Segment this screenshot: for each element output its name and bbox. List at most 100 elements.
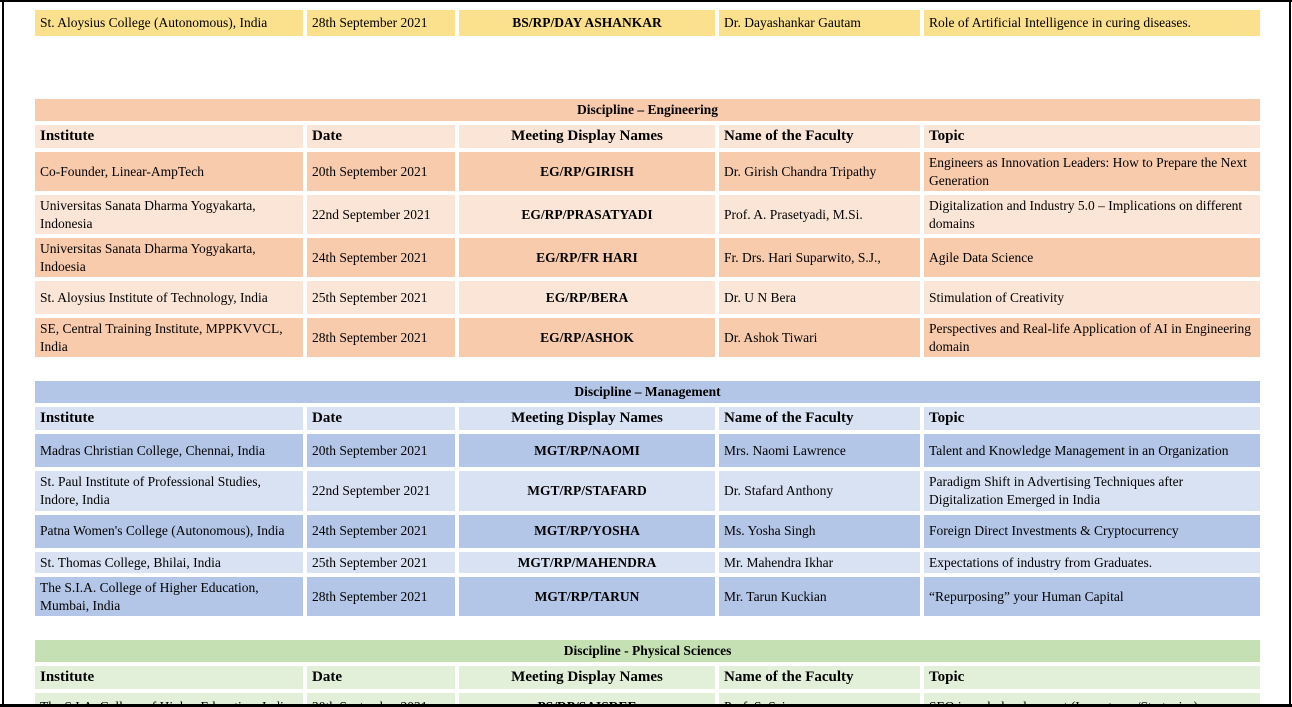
date-cell: 24th September 2021 [305,512,457,550]
discipline-table-management: Discipline – Management Institute Date Meet… [33,379,1263,619]
table-row: St. Thomas College, Bhilai, India 25th Se… [33,549,1263,576]
table-row: St. Aloysius Institute of Technology, In… [33,279,1263,317]
section-title-row: Discipline - Physical Sciences [33,638,1263,664]
meeting-cell: BS/RP/DAY ASHANKAR [457,8,717,38]
column-header-row: Institute Date Meeting Display Names Name o… [33,663,1263,692]
institute-cell: Universitas Sanata Dharma Yogyakarta, In… [33,193,305,237]
institute-cell: St. Paul Institute of Professional Studi… [33,469,305,513]
date-cell: 22nd September 2021 [305,469,457,513]
section-title: Discipline – Management [33,379,1263,405]
meeting-cell: MGT/RP/MAHENDRA [457,549,717,576]
meeting-cell: EG/RP/PRASATYADI [457,193,717,237]
page-frame-right [1289,0,1291,707]
discipline-sections: Discipline – Engineering Institute Date Mee… [33,97,1263,707]
date-cell: 28th September 2021 [305,8,457,38]
faculty-cell: Dr. Dayashankar Gautam [717,8,922,38]
section-title-row: Discipline – Engineering [33,97,1263,123]
topic-cell: Talent and Knowledge Management in an Or… [922,432,1263,470]
table-row: The S.I.A. College of Higher Education, … [33,691,1263,707]
institute-cell: Co-Founder, Linear-AmpTech [33,150,305,194]
column-header-institute: Institute [33,122,305,151]
column-header-faculty: Name of the Faculty [717,122,922,151]
faculty-cell: Prof. A. Prasetyadi, M.Si. [717,193,922,237]
column-header-institute: Institute [33,404,305,433]
faculty-cell: Dr. Stafard Anthony [717,469,922,513]
section-title: Discipline - Physical Sciences [33,638,1263,664]
institute-cell: St. Aloysius College (Autonomous), India [33,8,305,38]
section-title-row: Discipline – Management [33,379,1263,405]
table-row: SE, Central Training Institute, MPPKVVCL… [33,316,1263,360]
faculty-cell: Mr. Mahendra Ikhar [717,549,922,576]
faculty-cell: Prof. S. Saisree [717,691,922,707]
date-cell: 25th September 2021 [305,549,457,576]
meeting-cell: MGT/RP/STAFARD [457,469,717,513]
topic-cell: Stimulation of Creativity [922,279,1263,317]
institute-cell: St. Thomas College, Bhilai, India [33,549,305,576]
page-frame-top [0,0,1292,2]
date-cell: 20th September 2021 [305,150,457,194]
table-row: Co-Founder, Linear-AmpTech 20th September… [33,150,1263,194]
topic-cell: Perspectives and Real-life Application o… [922,316,1263,360]
institute-cell: Universitas Sanata Dharma Yogyakarta, In… [33,236,305,280]
column-header-institute: Institute [33,663,305,692]
table-row: Madras Christian College, Chennai, India… [33,432,1263,470]
topic-cell: Digitalization and Industry 5.0 – Implic… [922,193,1263,237]
previous-discipline-last-row-table: St. Aloysius College (Autonomous), India… [33,8,1262,38]
faculty-cell: Dr. Ashok Tiwari [717,316,922,360]
institute-cell: The S.I.A. College of Higher Education, … [33,575,305,619]
table-row: Patna Women's College (Autonomous), Indi… [33,512,1263,550]
date-cell: 28th September 2021 [305,316,457,360]
faculty-cell: Dr. Girish Chandra Tripathy [717,150,922,194]
topic-cell: “Repurposing” your Human Capital [922,575,1263,619]
topic-cell: Agile Data Science [922,236,1263,280]
column-header-faculty: Name of the Faculty [717,663,922,692]
table-row: The S.I.A. College of Higher Education, … [33,575,1263,619]
meeting-cell: MGT/RP/TARUN [457,575,717,619]
institute-cell: Patna Women's College (Autonomous), Indi… [33,512,305,550]
faculty-cell: Ms. Yosha Singh [717,512,922,550]
date-cell: 20th September 2021 [305,432,457,470]
meeting-cell: PS/RP/SAISREE [457,691,717,707]
meeting-cell: MGT/RP/NAOMI [457,432,717,470]
page-frame-bottom [0,704,1292,707]
topic-cell: Paradigm Shift in Advertising Techniques… [922,469,1263,513]
topic-cell: Expectations of industry from Graduates. [922,549,1263,576]
meeting-cell: MGT/RP/YOSHA [457,512,717,550]
institute-cell: The S.I.A. College of Higher Education, … [33,691,305,707]
page-frame-left [2,0,4,707]
faculty-cell: Mrs. Naomi Lawrence [717,432,922,470]
column-header-date: Date [305,663,457,692]
table-row: Universitas Sanata Dharma Yogyakarta, In… [33,236,1263,280]
table-row: St. Paul Institute of Professional Studi… [33,469,1263,513]
topic-cell: Engineers as Innovation Leaders: How to … [922,150,1263,194]
column-header-meeting: Meeting Display Names [457,663,717,692]
column-header-meeting: Meeting Display Names [457,122,717,151]
topic-cell: Role of Artificial Intelligence in curin… [922,8,1262,38]
column-header-date: Date [305,122,457,151]
meeting-cell: EG/RP/BERA [457,279,717,317]
meeting-cell: EG/RP/FR HARI [457,236,717,280]
column-header-row: Institute Date Meeting Display Names Name o… [33,122,1263,151]
institute-cell: SE, Central Training Institute, MPPKVVCL… [33,316,305,360]
meeting-cell: EG/RP/GIRISH [457,150,717,194]
section-title: Discipline – Engineering [33,97,1263,123]
date-cell: 20th September 2021 [305,691,457,707]
table-row: Universitas Sanata Dharma Yogyakarta, In… [33,193,1263,237]
faculty-cell: Fr. Drs. Hari Suparwito, S.J., [717,236,922,280]
column-header-meeting: Meeting Display Names [457,404,717,433]
discipline-table-engineering: Discipline – Engineering Institute Date Mee… [33,97,1263,360]
institute-cell: Madras Christian College, Chennai, India [33,432,305,470]
document-content: St. Aloysius College (Autonomous), India… [33,0,1263,707]
column-header-date: Date [305,404,457,433]
institute-cell: St. Aloysius Institute of Technology, In… [33,279,305,317]
date-cell: 28th September 2021 [305,575,457,619]
column-header-topic: Topic [922,404,1263,433]
faculty-cell: Mr. Tarun Kuckian [717,575,922,619]
date-cell: 24th September 2021 [305,236,457,280]
topic-cell: Foreign Direct Investments & Cryptocurre… [922,512,1263,550]
date-cell: 22nd September 2021 [305,193,457,237]
table-row: St. Aloysius College (Autonomous), India… [33,8,1262,38]
date-cell: 25th September 2021 [305,279,457,317]
topic-cell: SEO in web development (Importance/Strat… [922,691,1263,707]
column-header-faculty: Name of the Faculty [717,404,922,433]
